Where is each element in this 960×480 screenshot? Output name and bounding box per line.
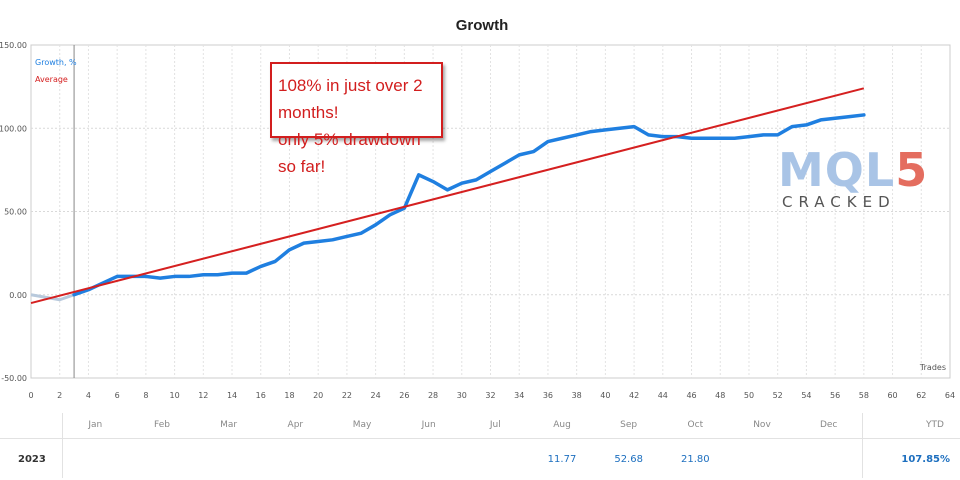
month-header: Jul — [489, 420, 501, 430]
growth-line — [72, 113, 866, 297]
y-tick-label: 50.00 — [4, 208, 27, 217]
x-tick-label: 56 — [830, 391, 840, 400]
x-tick-label: 12 — [198, 391, 208, 400]
months-header-row: Jan Feb Mar Apr May Jun Jul Aug Sep Oct Nov Dec YTD — [0, 413, 960, 438]
month-header: May — [352, 420, 372, 430]
month-header: Aug — [553, 420, 571, 430]
x-tick-label: 62 — [916, 391, 926, 400]
y-tick-label: -50.00 — [1, 374, 27, 383]
x-tick-label: 18 — [284, 391, 294, 400]
year-label: 2023 — [18, 454, 46, 465]
x-tick-label: 46 — [686, 391, 696, 400]
legend-average: Average — [35, 75, 68, 84]
y-tick-label: 150.00 — [0, 41, 27, 50]
watermark-logo: MQL5 — [778, 143, 929, 197]
column-separator — [862, 413, 863, 478]
x-tick-label: 4 — [86, 391, 91, 400]
mql5-cracked-watermark: MQL5 CRACKED — [778, 143, 929, 211]
x-tick-label: 20 — [313, 391, 323, 400]
month-value: 52.68 — [614, 454, 643, 465]
x-tick-label: 8 — [143, 391, 148, 400]
x-tick-label: 14 — [227, 391, 237, 400]
x-tick-label: 42 — [629, 391, 639, 400]
month-value: 21.80 — [681, 454, 710, 465]
x-tick-label: 2 — [57, 391, 62, 400]
grid — [31, 45, 950, 378]
x-tick-label: 0 — [28, 391, 33, 400]
ytd-value: 107.85% — [901, 454, 950, 465]
x-tick-label: 32 — [485, 391, 495, 400]
month-header: Jan — [88, 420, 103, 430]
x-tick-label: 40 — [600, 391, 610, 400]
year-row: 2023 107.85% 11.77 52.68 21.80 — [0, 438, 960, 479]
watermark-subtitle: CRACKED — [782, 193, 896, 211]
y-axis-ticks: 150.00 100.00 50.00 0.00 -50.00 — [0, 41, 27, 383]
x-tick-label: 44 — [658, 391, 668, 400]
month-value: 11.77 — [547, 454, 577, 465]
x-tick-label: 10 — [170, 391, 180, 400]
growth-line-pre — [30, 293, 75, 302]
legend-growth: Growth, % — [35, 58, 77, 67]
y-tick-label: 100.00 — [0, 124, 27, 133]
x-tick-label: 64 — [945, 391, 955, 400]
month-header: Dec — [819, 420, 838, 430]
month-header: Oct — [687, 420, 704, 430]
x-tick-label: 58 — [859, 391, 869, 400]
annotation-box: 108% in just over 2 months! only 5% draw… — [270, 62, 443, 176]
x-tick-label: 36 — [543, 391, 553, 400]
x-tick-label: 52 — [773, 391, 783, 400]
x-tick-label: 48 — [715, 391, 725, 400]
month-header: Mar — [220, 420, 238, 430]
month-header: Jun — [421, 420, 436, 430]
average-line — [30, 87, 865, 305]
y-tick-label: 0.00 — [9, 291, 27, 300]
x-tick-label: 6 — [115, 391, 120, 400]
x-tick-label: 22 — [342, 391, 352, 400]
chart-title: Growth — [456, 17, 509, 34]
month-header: Apr — [287, 420, 304, 430]
x-tick-label: 34 — [514, 391, 524, 400]
x-tick-label: 60 — [887, 391, 897, 400]
annotation-line-2: only 5% drawdown so far! — [278, 130, 421, 176]
x-tick-label: 26 — [399, 391, 409, 400]
x-tick-label: 16 — [256, 391, 266, 400]
month-header: Nov — [753, 420, 771, 430]
x-tick-label: 54 — [801, 391, 811, 400]
annotation-line-1: 108% in just over 2 months! — [278, 76, 423, 122]
x-tick-label: 28 — [428, 391, 438, 400]
x-tick-label: 24 — [371, 391, 381, 400]
x-tick-label: 50 — [744, 391, 754, 400]
x-tick-label: 38 — [572, 391, 582, 400]
month-header: YTD — [926, 420, 944, 430]
month-header: Sep — [620, 420, 638, 430]
x-axis-label: Trades — [919, 363, 946, 372]
x-axis-ticks: 0 2 4 6 8 10 12 14 16 18 20 22 24 26 28 30 32 34 36 38 40 42 4… — [28, 391, 955, 400]
column-separator — [62, 413, 63, 478]
series-layer — [30, 87, 866, 305]
x-tick-label: 30 — [457, 391, 467, 400]
month-header: Feb — [154, 420, 170, 430]
